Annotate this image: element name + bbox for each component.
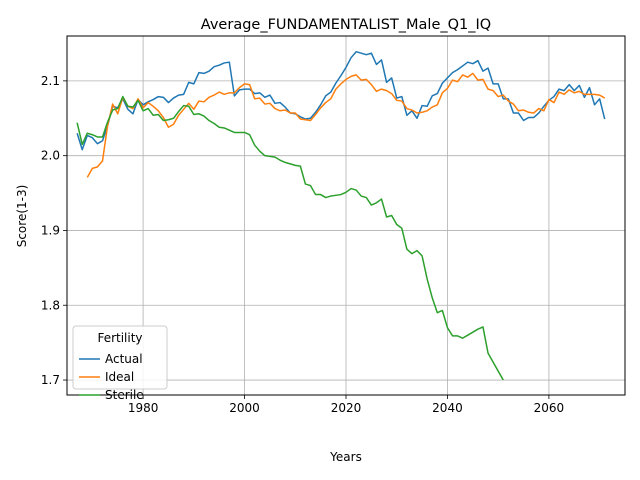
series-line-actual <box>76 50 606 151</box>
axis-ticks: 1980 2000 2020 2040 2060 1.7 1.8 1.9 2.0 2.1 <box>41 74 564 415</box>
x-tick-label: 2060 <box>534 401 565 415</box>
y-tick-label: 1.8 <box>41 298 60 312</box>
x-tick-label: 2040 <box>432 401 463 415</box>
y-tick-label: 2.1 <box>41 74 60 88</box>
y-tick-label: 1.9 <box>41 223 60 237</box>
x-tick-label: 2000 <box>229 401 260 415</box>
y-tick-label: 1.7 <box>41 373 60 387</box>
y-tick-label: 2.0 <box>41 149 60 163</box>
series-layer <box>76 50 606 381</box>
legend: Fertility Actual Ideal Sterile <box>72 325 168 402</box>
series-line-ideal <box>86 72 606 178</box>
x-tick-label: 1980 <box>128 401 159 415</box>
x-axis-label: Years <box>329 450 362 464</box>
legend-frame <box>72 325 168 390</box>
legend-items: Actual Ideal Sterile <box>79 352 144 402</box>
legend-label-sterile: Sterile <box>105 388 144 402</box>
y-axis-label: Score(1-3) <box>15 185 29 248</box>
chart-title: Average_FUNDAMENTALIST_Male_Q1_IQ <box>201 17 491 33</box>
legend-title: Fertility <box>97 331 142 345</box>
legend-label-actual: Actual <box>105 352 143 366</box>
x-tick-label: 2020 <box>331 401 362 415</box>
series-line-sterile <box>76 95 504 381</box>
legend-label-ideal: Ideal <box>105 370 134 384</box>
